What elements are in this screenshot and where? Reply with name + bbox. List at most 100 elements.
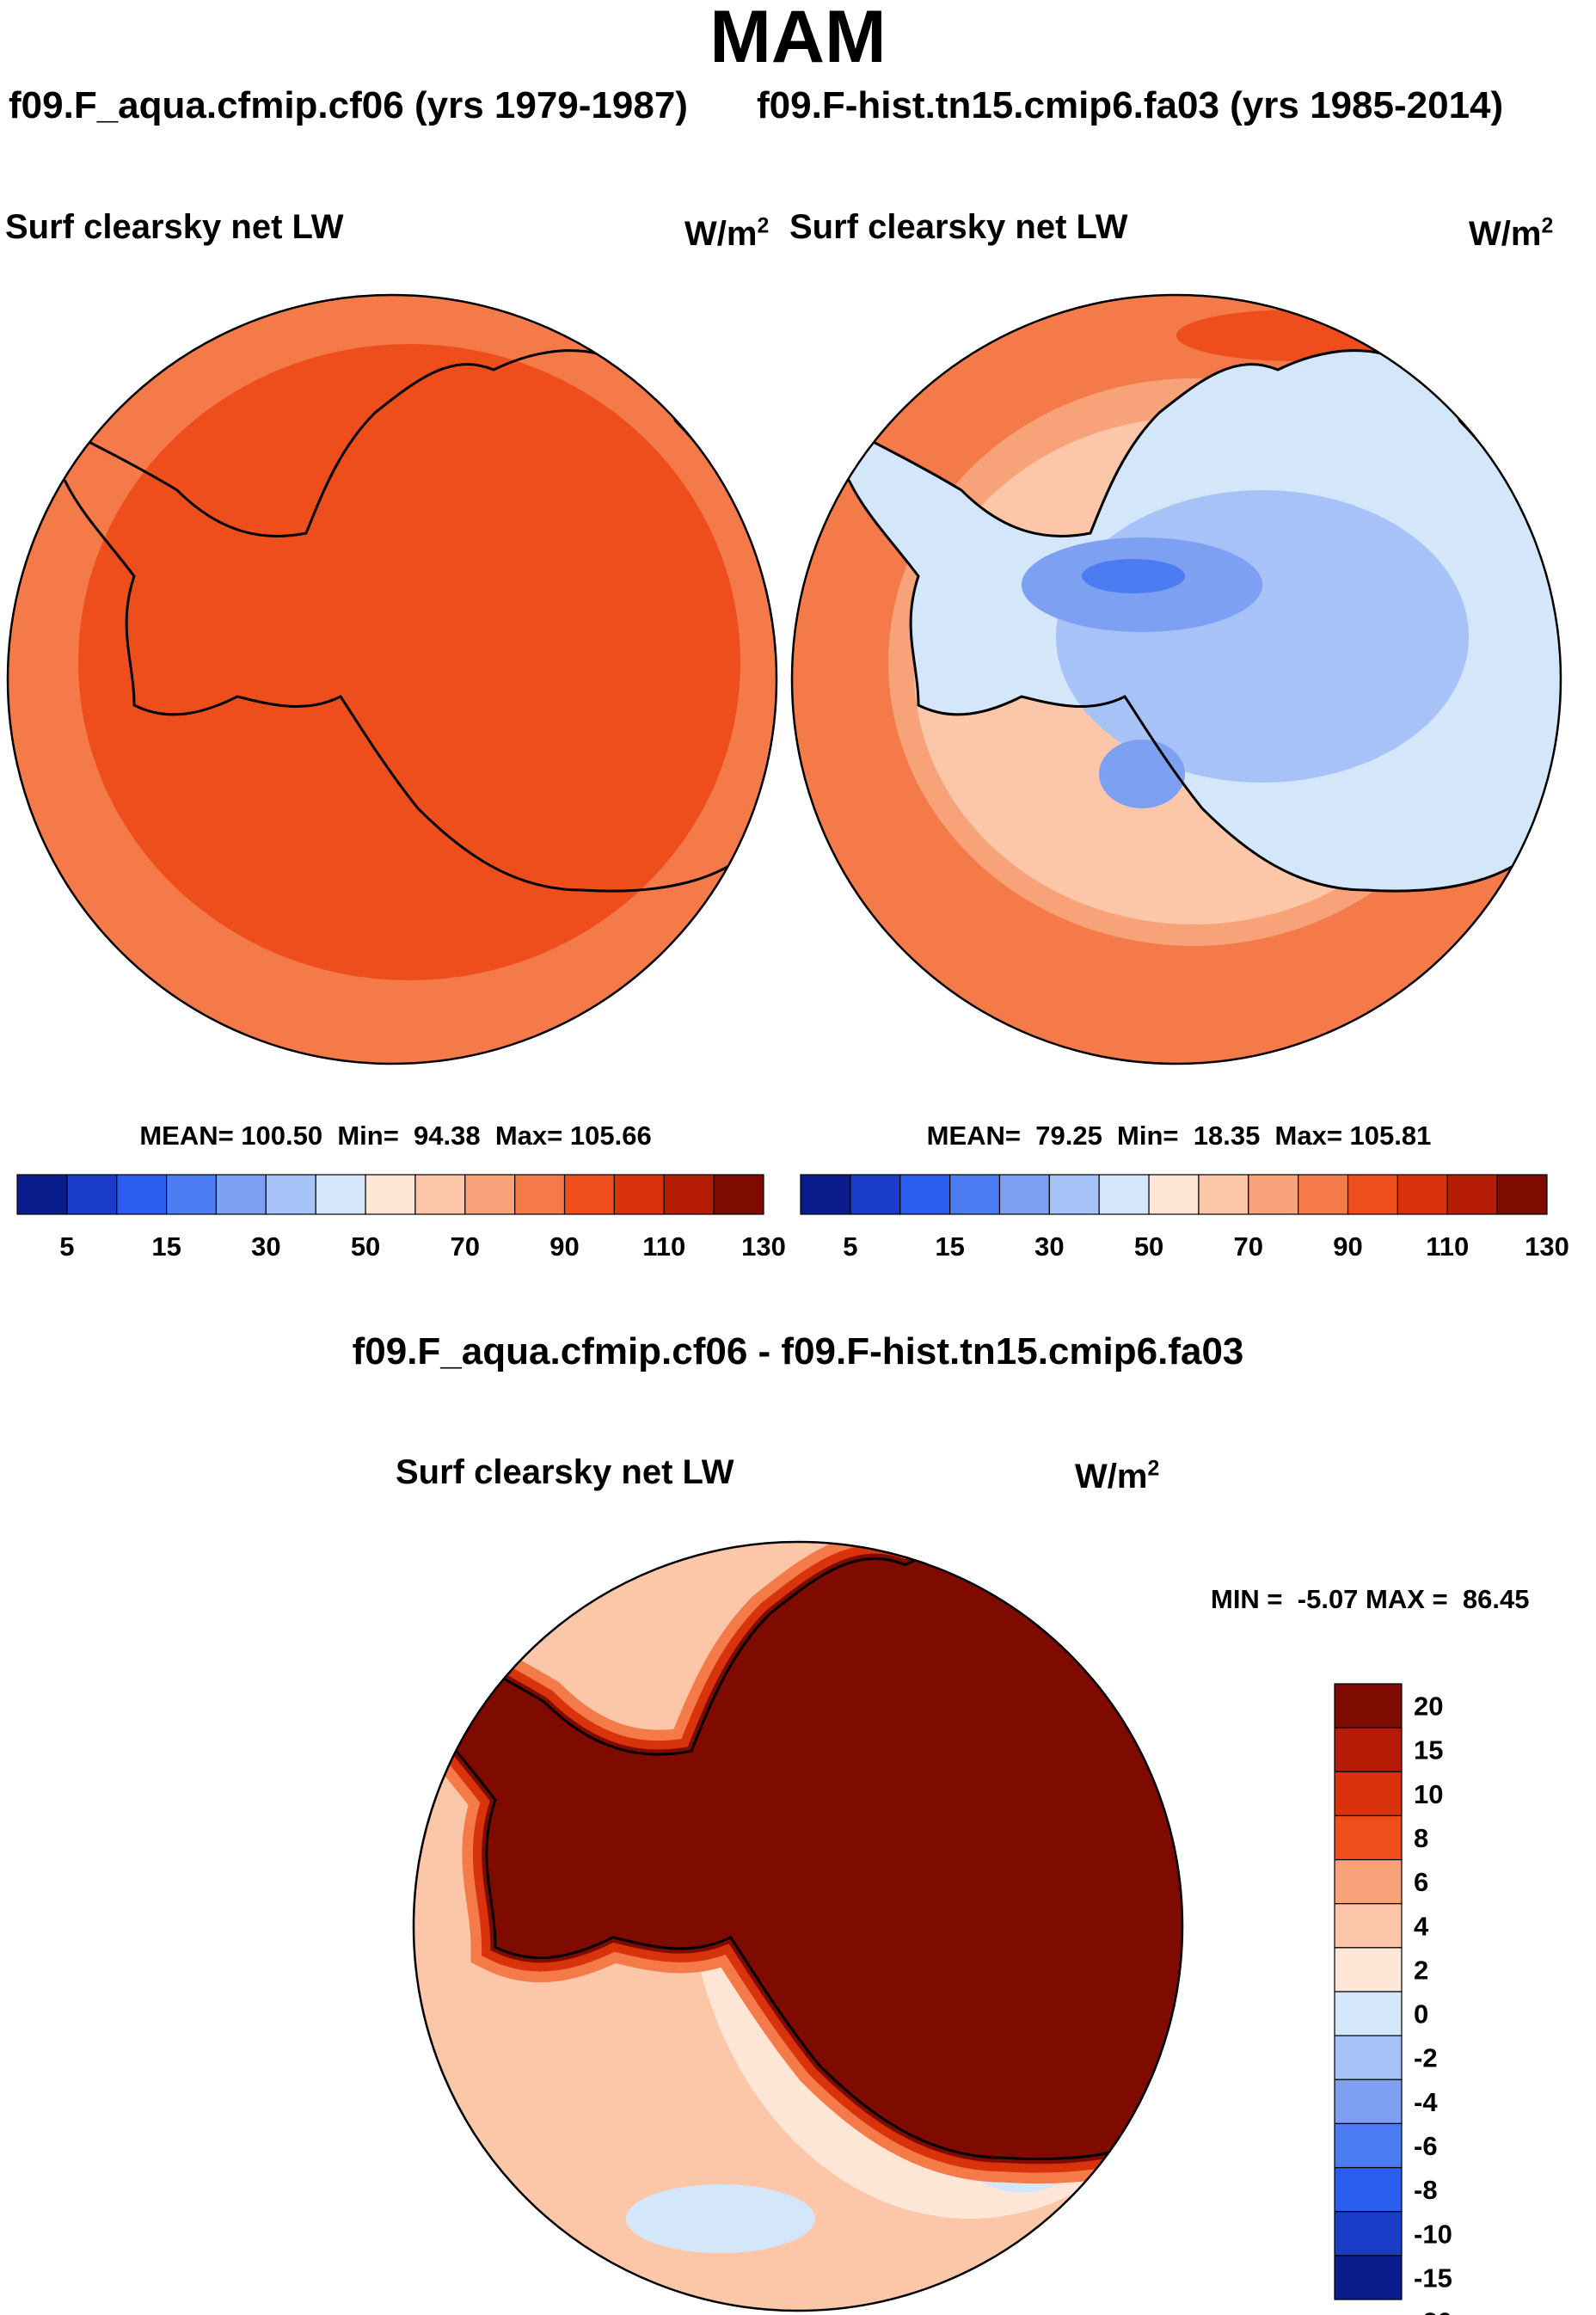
colorbar-diff-tick-label: -2 [1414,2043,1438,2073]
colorbar-diff-tick-label: -6 [1414,2131,1438,2161]
colorbar-left-tick-label: 90 [549,1231,579,1262]
colorbar-diff-swatch-9 [1334,2079,1403,2125]
colorbar-left-swatch-7 [365,1174,416,1215]
colorbar-diff-tick-label: -10 [1414,2219,1452,2249]
colorbar-diff-swatch-2 [1334,1771,1403,1817]
colorbar-right-swatch-5 [1048,1174,1100,1215]
diff-minmax: MIN = -5.07 MAX = 86.45 [1211,1584,1530,1614]
colorbar-right-swatch-0 [800,1174,851,1215]
colorbar-right-tick-label: 30 [1034,1231,1064,1262]
colorbar-left-tick-label: 70 [451,1231,480,1262]
colorbar-left-swatch-5 [265,1174,316,1215]
colorbar-diff-tick-label: 2 [1414,1955,1428,1985]
left-variable-label: Surf clearsky net LW [5,208,344,246]
figure-title: MAM [709,0,887,78]
colorbar-left-swatch-1 [66,1174,118,1215]
colorbar-left-tick-label: 50 [351,1231,380,1262]
right-variable-label: Surf clearsky net LW [789,208,1128,246]
colorbar-left-swatch-0 [16,1174,68,1215]
colorbar-diff-swatch-0 [1334,1683,1403,1729]
colorbar-diff-tick-label: -8 [1414,2175,1438,2205]
left-unit-base: W/m [684,215,758,253]
colorbar-diff-tick-label: 4 [1414,1911,1429,1941]
colorbar-left-swatch-2 [116,1174,168,1215]
right-unit-exp: 2 [1541,214,1554,238]
colorbar-left-swatch-12 [613,1174,665,1215]
right-unit-base: W/m [1469,215,1542,253]
colorbar-diff-tick-label: -15 [1414,2263,1452,2293]
colorbar-left-swatch-4 [215,1174,267,1215]
colorbar-left-swatch-9 [464,1174,516,1215]
colorbar-right-tick-label: 70 [1234,1231,1263,1262]
right-unit-label: W/m2 [1469,215,1553,254]
colorbar-right-tick-label: 5 [843,1231,857,1262]
diff-title: f09.F_aqua.cfmip.cf06 - f09.F-hist.tn15.… [352,1330,1244,1372]
colorbar-right-tick-label: 90 [1333,1231,1362,1262]
colorbar-diff-swatch-12 [1334,2211,1403,2257]
map-left [6,293,778,1065]
colorbar-diff-tick-label: 8 [1414,1823,1428,1853]
colorbar-diff-tick-label: -4 [1414,2087,1438,2117]
colorbar-right-swatch-8 [1198,1174,1249,1215]
map-diff-south-cool [626,2184,815,2253]
colorbar-left-swatch-3 [166,1174,218,1215]
diff-unit-base: W/m [1075,1458,1148,1495]
colorbar-diff-swatch-7 [1334,1991,1403,2036]
map-right-cold-core [1082,559,1185,593]
map-right-plateau [1056,490,1469,783]
colorbar-right-swatch-9 [1248,1174,1299,1215]
right-stats: MEAN= 79.25 Min= 18.35 Max= 105.81 [926,1121,1432,1151]
map-left-border [6,293,778,1065]
colorbar-left-swatch-11 [563,1174,615,1215]
colorbar-left-swatch-10 [514,1174,566,1215]
map-diff-warm-patch-sw [414,2090,471,2193]
colorbar-right-swatch-4 [998,1174,1050,1215]
left-unit-exp: 2 [757,214,770,238]
colorbar-diff-tick-label: 15 [1414,1735,1443,1765]
colorbar-right-swatch-6 [1098,1174,1150,1215]
left-stats: MEAN= 100.50 Min= 94.38 Max= 105.66 [139,1121,652,1151]
diff-unit-exp: 2 [1147,1457,1160,1481]
colorbar-left-tick-label: 130 [741,1231,786,1262]
colorbar-right-tick-label: 110 [1426,1231,1469,1262]
colorbar-diff-tick-label: 20 [1414,1692,1443,1722]
colorbar-right-swatch-10 [1298,1174,1349,1215]
map-diff [412,1540,1184,2312]
colorbar-diff-swatch-13 [1334,2255,1403,2300]
colorbar-diff-tick-label: 0 [1414,1999,1428,2029]
colorbar-diff-swatch-8 [1334,2035,1403,2080]
left-run-label: f09.F_aqua.cfmip.cf06 (yrs 1979-1987) [9,84,688,126]
colorbar-diff-tick-label: 10 [1414,1779,1443,1809]
colorbar-left-tick-label: 15 [151,1231,181,1262]
colorbar-right-swatch-3 [948,1174,1001,1215]
colorbar-diff-swatch-5 [1334,1903,1403,1949]
colorbar-left-swatch-6 [315,1174,366,1215]
colorbar-right: 5 15 30 50 70 90 110 130 [800,1174,1569,1262]
colorbar-diff-swatch-4 [1334,1858,1403,1905]
colorbar-right-tick-label: 15 [935,1231,964,1262]
map-right-ross [1099,740,1185,808]
colorbar-left-swatch-14 [713,1174,764,1215]
colorbar-left-tick-label: 110 [642,1231,685,1262]
colorbar-left: 5 15 30 50 70 90 110 130 [16,1174,786,1262]
map-right-border [790,293,1562,1065]
colorbar-right-swatch-7 [1148,1174,1200,1215]
map-right [790,293,1562,1065]
colorbar-diff-swatch-1 [1334,1727,1403,1772]
left-unit-label: W/m2 [684,215,769,254]
map-left-inner [78,344,740,980]
colorbar-diff-swatch-11 [1334,2166,1403,2213]
colorbar-diff-swatch-6 [1334,1947,1403,1993]
colorbar-left-swatch-8 [414,1174,466,1215]
colorbar-left-tick-label: 30 [251,1231,280,1262]
colorbar-right-swatch-1 [850,1174,901,1215]
colorbar-left-tick-label: 5 [59,1231,74,1262]
colorbar-right-swatch-13 [1446,1174,1498,1215]
diff-variable-label: Surf clearsky net LW [396,1453,734,1491]
diff-unit-label: W/m2 [1075,1458,1159,1496]
colorbar-left-swatch-13 [663,1174,715,1215]
colorbar-diff-swatch-10 [1334,2122,1403,2169]
colorbar-diff-tick-label: -20 [1414,2307,1452,2315]
colorbar-right-swatch-12 [1396,1174,1448,1215]
